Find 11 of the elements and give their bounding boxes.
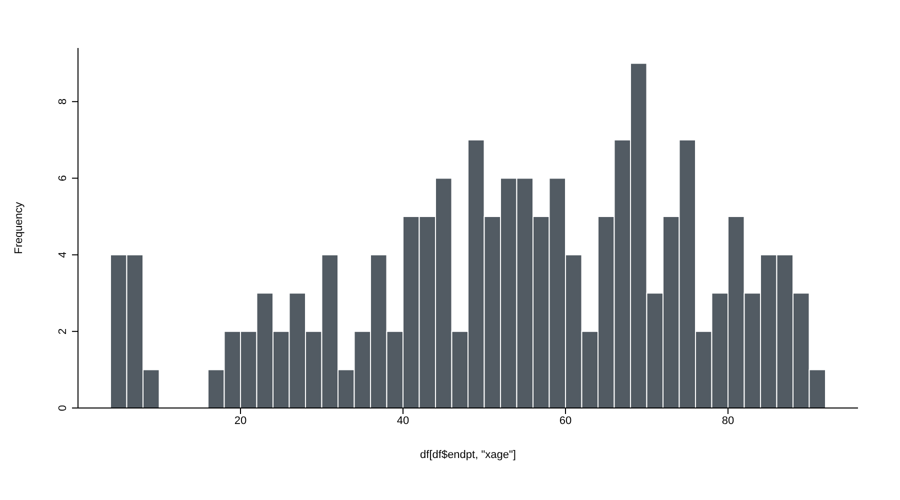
- y-tick-label: 6: [57, 175, 69, 182]
- y-tick-label: 0: [57, 404, 69, 412]
- x-axis-title: df[df$endpt, "xage"]: [420, 449, 516, 461]
- x-tick-label: 80: [722, 414, 734, 427]
- x-tick-label: 60: [559, 414, 572, 427]
- x-tick-label: 20: [234, 414, 247, 427]
- y-tick-label: 8: [57, 98, 69, 105]
- y-tick-label: 2: [57, 328, 69, 334]
- y-tick-label: 4: [57, 252, 69, 258]
- x-tick-label: 40: [396, 414, 410, 427]
- y-axis-title: Frequency: [12, 202, 25, 254]
